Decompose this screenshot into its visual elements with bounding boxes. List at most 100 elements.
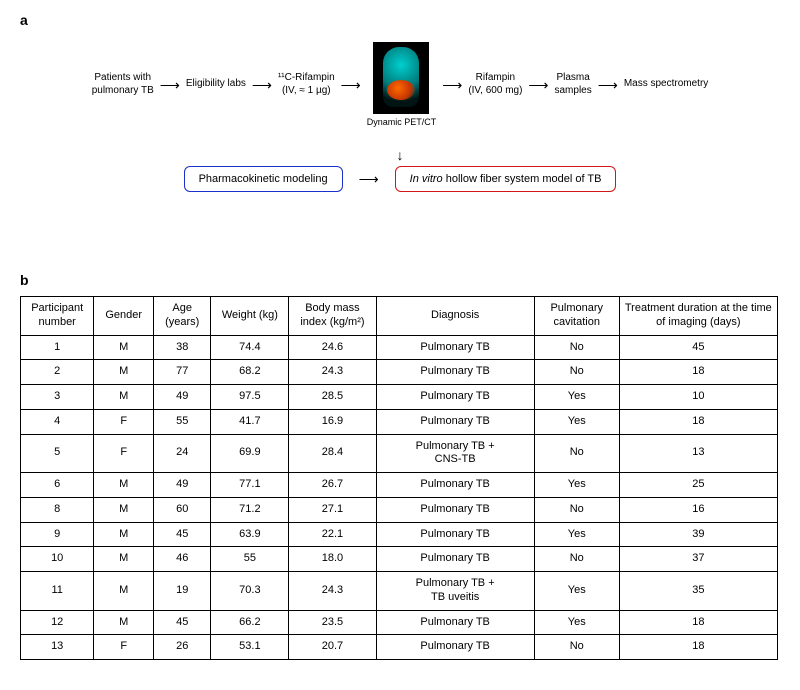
- cell-pn: 11: [21, 572, 94, 611]
- flow-node-petct: Dynamic PET/CT: [367, 42, 437, 127]
- cell-weight: 63.9: [211, 522, 289, 547]
- cell-gender: F: [94, 434, 154, 473]
- panel-b-label: b: [20, 272, 780, 288]
- flow-node-patients: Patients with pulmonary TB: [92, 72, 154, 97]
- cell-pn: 5: [21, 434, 94, 473]
- cell-weight: 77.1: [211, 473, 289, 498]
- col-header-cav: Pulmonary cavitation: [534, 297, 619, 336]
- cell-cav: Yes: [534, 473, 619, 498]
- cell-gender: F: [94, 635, 154, 660]
- cell-gender: M: [94, 547, 154, 572]
- cell-pn: 2: [21, 360, 94, 385]
- box-pk-modeling: Pharmacokinetic modeling: [184, 166, 343, 192]
- cell-dur: 10: [619, 385, 777, 410]
- cell-cav: No: [534, 635, 619, 660]
- flowchart: Patients with pulmonary TB ⟶ Eligibility…: [20, 36, 780, 266]
- cell-pn: 13: [21, 635, 94, 660]
- cell-bmi: 24.6: [289, 335, 376, 360]
- cell-pn: 12: [21, 610, 94, 635]
- cell-dur: 45: [619, 335, 777, 360]
- cell-cav: Yes: [534, 385, 619, 410]
- cell-pn: 8: [21, 497, 94, 522]
- cell-dur: 13: [619, 434, 777, 473]
- cell-age: 19: [154, 572, 211, 611]
- cell-dx: Pulmonary TB: [376, 522, 534, 547]
- cell-dx: Pulmonary TB: [376, 610, 534, 635]
- flowchart-branch: ↓ Pharmacokinetic modeling ⟶ In vitro ho…: [20, 148, 780, 192]
- cell-age: 45: [154, 610, 211, 635]
- cell-weight: 41.7: [211, 409, 289, 434]
- cell-cav: Yes: [534, 572, 619, 611]
- cell-age: 26: [154, 635, 211, 660]
- cell-cav: No: [534, 434, 619, 473]
- cell-dur: 18: [619, 610, 777, 635]
- cell-dur: 18: [619, 635, 777, 660]
- cell-pn: 9: [21, 522, 94, 547]
- cell-gender: M: [94, 473, 154, 498]
- cell-cav: No: [534, 547, 619, 572]
- arrow-right-icon: ⟶: [158, 78, 182, 92]
- flow-node-ms: Mass spectrometry: [624, 78, 708, 91]
- table-row: 8M6071.227.1Pulmonary TBNo16: [21, 497, 778, 522]
- cell-bmi: 23.5: [289, 610, 376, 635]
- col-header-dx: Diagnosis: [376, 297, 534, 336]
- cell-pn: 1: [21, 335, 94, 360]
- cell-dur: 37: [619, 547, 777, 572]
- table-row: 11M1970.324.3Pulmonary TB + TB uveitisYe…: [21, 572, 778, 611]
- table-header-row: Participant number Gender Age (years) We…: [21, 297, 778, 336]
- cell-cav: Yes: [534, 610, 619, 635]
- cell-dx: Pulmonary TB: [376, 547, 534, 572]
- cell-bmi: 28.4: [289, 434, 376, 473]
- cell-weight: 66.2: [211, 610, 289, 635]
- cell-dur: 39: [619, 522, 777, 547]
- cell-weight: 74.4: [211, 335, 289, 360]
- cell-dx: Pulmonary TB: [376, 409, 534, 434]
- col-header-gender: Gender: [94, 297, 154, 336]
- cell-dx: Pulmonary TB: [376, 360, 534, 385]
- cell-weight: 53.1: [211, 635, 289, 660]
- cell-gender: M: [94, 497, 154, 522]
- cell-age: 46: [154, 547, 211, 572]
- cell-bmi: 20.7: [289, 635, 376, 660]
- col-header-bmi: Body mass index (kg/m²): [289, 297, 376, 336]
- arrow-down-icon: ↓: [397, 148, 404, 162]
- arrow-right-icon: ⟶: [250, 78, 274, 92]
- table-row: 13F2653.120.7Pulmonary TBNo18: [21, 635, 778, 660]
- cell-bmi: 24.3: [289, 360, 376, 385]
- cell-dx: Pulmonary TB + CNS-TB: [376, 434, 534, 473]
- arrow-right-icon: ⟶: [339, 78, 363, 92]
- flow-node-tracer: ¹¹C-Rifampin (IV, ≈ 1 µg): [278, 72, 335, 97]
- participants-table: Participant number Gender Age (years) We…: [20, 296, 778, 660]
- cell-pn: 6: [21, 473, 94, 498]
- cell-gender: F: [94, 409, 154, 434]
- cell-age: 38: [154, 335, 211, 360]
- box-hollow-fiber: In vitro hollow fiber system model of TB: [395, 166, 617, 192]
- cell-gender: M: [94, 610, 154, 635]
- petct-image-icon: [373, 42, 429, 114]
- table-row: 5F2469.928.4Pulmonary TB + CNS-TBNo13: [21, 434, 778, 473]
- arrow-right-icon: ⟶: [526, 78, 550, 92]
- table-row: 1M3874.424.6Pulmonary TBNo45: [21, 335, 778, 360]
- table-row: 6M4977.126.7Pulmonary TBYes25: [21, 473, 778, 498]
- cell-gender: M: [94, 360, 154, 385]
- cell-weight: 97.5: [211, 385, 289, 410]
- cell-cav: No: [534, 360, 619, 385]
- cell-weight: 55: [211, 547, 289, 572]
- cell-bmi: 24.3: [289, 572, 376, 611]
- cell-weight: 71.2: [211, 497, 289, 522]
- table-row: 3M4997.528.5Pulmonary TBYes10: [21, 385, 778, 410]
- cell-bmi: 28.5: [289, 385, 376, 410]
- cell-bmi: 27.1: [289, 497, 376, 522]
- cell-pn: 4: [21, 409, 94, 434]
- cell-dur: 25: [619, 473, 777, 498]
- col-header-age: Age (years): [154, 297, 211, 336]
- table-row: 4F5541.716.9Pulmonary TBYes18: [21, 409, 778, 434]
- cell-cav: No: [534, 497, 619, 522]
- cell-dx: Pulmonary TB + TB uveitis: [376, 572, 534, 611]
- flow-node-eligibility: Eligibility labs: [186, 78, 246, 91]
- cell-dx: Pulmonary TB: [376, 473, 534, 498]
- cell-dx: Pulmonary TB: [376, 635, 534, 660]
- cell-dx: Pulmonary TB: [376, 335, 534, 360]
- cell-dur: 16: [619, 497, 777, 522]
- cell-gender: M: [94, 522, 154, 547]
